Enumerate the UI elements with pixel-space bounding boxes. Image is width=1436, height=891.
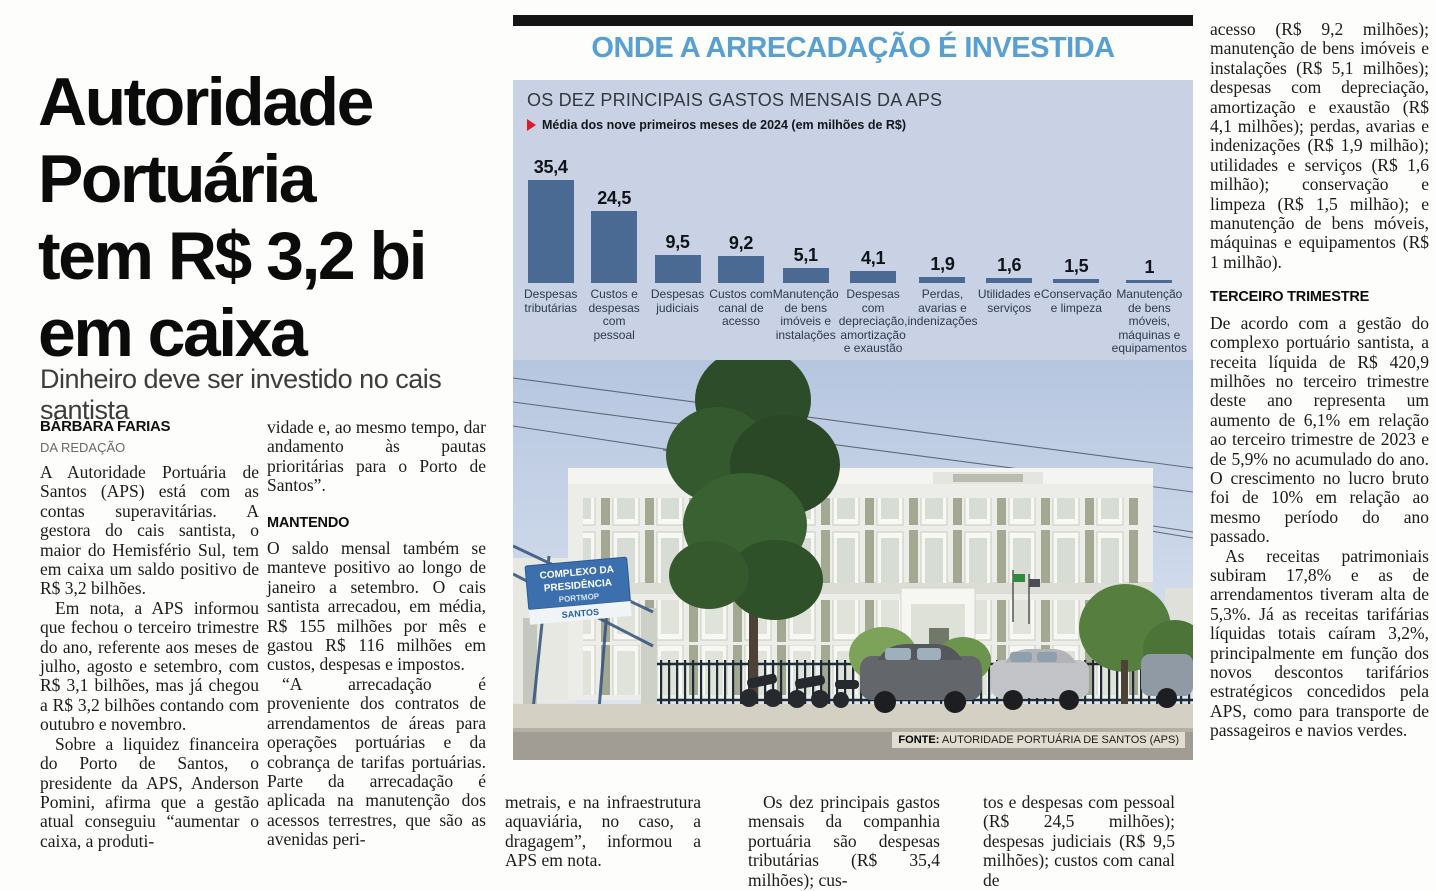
paragraph: Em nota, a APS informou que fechou o ter… (40, 597, 259, 735)
bar (717, 256, 764, 283)
paragraph: O saldo mensal também se manteve positiv… (267, 538, 486, 675)
bar-column: 4,1 Despesas com depreciação, amortização… (839, 146, 908, 356)
bottom-column-3: tos e despesas com pessoal (R$ 24,5 milh… (983, 792, 1175, 890)
byline-block: BÁRBARA FARIAS DA REDAÇÃO (40, 418, 260, 455)
bar-category-label: Manutenção de bens móveis, máquinas e eq… (1111, 287, 1188, 355)
bar-column: 5,1 Manutenção de bens imóveis e instalaç… (773, 146, 839, 356)
red-triangle-icon (527, 119, 536, 131)
paragraph: metrais, e na infraestrutura aquaviária,… (505, 792, 701, 871)
bar-category-label: Utilidades e serviços (977, 287, 1041, 315)
parked-cars-icon (860, 644, 1193, 713)
bar-column: 1,5 Conservação e limpeza (1041, 146, 1112, 356)
bar (654, 255, 701, 283)
bar-value-label: 35,4 (533, 157, 568, 177)
bar-value-label: 9,5 (665, 232, 690, 252)
paragraph: “A arrecadação é proveniente dos contrat… (267, 673, 486, 850)
infographic-title: ONDE A ARRECADAÇÃO É INVESTIDA (591, 32, 1115, 64)
source-text: AUTORIDADE PORTUÁRIA DE SANTOS (APS) (939, 734, 1179, 746)
bar-category-label: Perdas, avarias e indenizações (907, 287, 978, 328)
bar (1053, 279, 1100, 283)
sign-text-line3: PORTMOP (558, 592, 600, 605)
bar (850, 271, 897, 283)
section-heading-terceiro-trimestre: TERCEIRO TRIMESTRE (1210, 289, 1370, 306)
bar-value-label: 5,1 (793, 245, 818, 265)
chart-subtitle: Média dos nove primeiros meses de 2024 (… (542, 118, 907, 132)
bar-value-label: 1 (1144, 257, 1155, 277)
bar-value-label: 9,2 (728, 233, 754, 253)
byline-author: BÁRBARA FARIAS (40, 418, 171, 435)
building-photo: COMPLEXO DA PRESIDÊNCIA PORTMOP SANTOS F… (513, 360, 1193, 760)
bottom-column-1: metrais, e na infraestrutura aquaviária,… (505, 792, 701, 871)
bar-value-label: 1,9 (930, 254, 955, 274)
curb (513, 728, 1193, 733)
photo-source: FONTE: AUTORIDADE PORTUÁRIA DE SANTOS (A… (513, 732, 1185, 748)
headline-line: em caixa (38, 294, 308, 371)
paragraph: vidade e, ao mesmo tempo, dar andamento … (267, 417, 486, 496)
bar-value-label: 24,5 (597, 188, 632, 208)
conifer-tree-icon (666, 360, 840, 698)
byline-role: DA REDAÇÃO (40, 440, 126, 455)
bar-category-label: Despesas tributárias (524, 287, 578, 315)
bar (1126, 280, 1173, 283)
bar-category-label: Manutenção de bens imóveis e instalações (772, 287, 839, 342)
stone-pillar (523, 618, 537, 710)
paragraph: A Autoridade Portuária de Santos (APS) e… (40, 462, 259, 599)
bar-column: 1 Manutenção de bens móveis, máquinas e e… (1112, 146, 1187, 356)
bar-value-label: 1,6 (997, 255, 1022, 275)
bar-category-label: Conservação e limpeza (1040, 287, 1112, 315)
bar (782, 268, 829, 283)
bar-columns: 35,4 Despesas tributárias 24,5 Custos e des… (519, 146, 1187, 356)
headline-line: Autoridade (38, 63, 374, 140)
headline-line: tem R$ 3,2 bi (38, 217, 428, 294)
paragraph: Os dez principais gastos mensais da comp… (748, 792, 940, 890)
motorcycles-icon (740, 673, 859, 708)
bar (527, 180, 574, 283)
sidewalk (513, 704, 1193, 730)
bar-column: 1,9 Perdas, avarias e indenizações (907, 146, 977, 356)
sign-brand: SANTOS (561, 607, 599, 620)
chart-title: OS DEZ PRINCIPAIS GASTOS MENSAIS DA APS (527, 90, 943, 110)
infographic-top-rule (513, 15, 1193, 26)
bar-value-label: 1,5 (1064, 256, 1089, 276)
bar-category-label: Despesas judiciais (650, 287, 705, 315)
paragraph: As receitas patrimoniais subiram 17,8% e… (1210, 545, 1429, 741)
bar-category-label: Custos com canal de acesso (709, 287, 773, 328)
bottom-column-2: Os dez principais gastos mensais da comp… (748, 792, 940, 890)
chart-subtitle-row: Média dos nove primeiros meses de 2024 (… (527, 118, 906, 132)
bar-column: 1,6 Utilidades e serviços (978, 146, 1041, 356)
article-column-1: A Autoridade Portuária de Santos (APS) e… (40, 462, 259, 851)
bar-category-label: Custos e despesas com pessoal (588, 287, 640, 342)
section-heading-mantendo: MANTENDO (267, 514, 350, 531)
infographic: ONDE A ARRECADAÇÃO É INVESTIDA OS DEZ PR… (513, 15, 1193, 760)
bar (591, 211, 638, 283)
headline-line: Portuária (38, 140, 317, 217)
paragraph: acesso (R$ 9,2 milhões); manutenção de b… (1210, 19, 1429, 272)
entrance-sign: COMPLEXO DA PRESIDÊNCIA PORTMOP SANTOS (524, 556, 632, 625)
flags-icon (1012, 570, 1040, 624)
bar-column: 35,4 Despesas tributárias (519, 146, 582, 356)
bar-chart-panel: OS DEZ PRINCIPAIS GASTOS MENSAIS DA APS … (513, 80, 1193, 360)
article-subtitle: Dinheiro deve ser investido no cais sant… (40, 364, 442, 425)
bar-category-label: Despesas com depreciação, amortização e … (838, 287, 908, 355)
paragraph: Sobre a liquidez financeira do Porto de … (40, 733, 259, 851)
bar-column: 9,2 Custos com canal de acesso (709, 146, 772, 356)
bar (919, 277, 966, 283)
bar-column: 9,5 Despesas judiciais (646, 146, 709, 356)
right-column: acesso (R$ 9,2 milhões); manutenção de b… (1210, 19, 1429, 741)
article-headline: Autoridade Portuária tem R$ 3,2 bi em ca… (38, 64, 493, 372)
paragraph: tos e despesas com pessoal (R$ 24,5 milh… (983, 792, 1175, 890)
article-column-2: vidade e, ao mesmo tempo, dar andamento … (267, 417, 486, 850)
paragraph: De acordo com a gestão do complexo portu… (1210, 312, 1429, 547)
stone-pillar (641, 608, 657, 708)
bar-column: 24,5 Custos e despesas com pessoal (582, 146, 645, 356)
bar-value-label: 4,1 (861, 248, 886, 268)
bar (986, 278, 1033, 283)
source-label: FONTE: (898, 734, 940, 746)
